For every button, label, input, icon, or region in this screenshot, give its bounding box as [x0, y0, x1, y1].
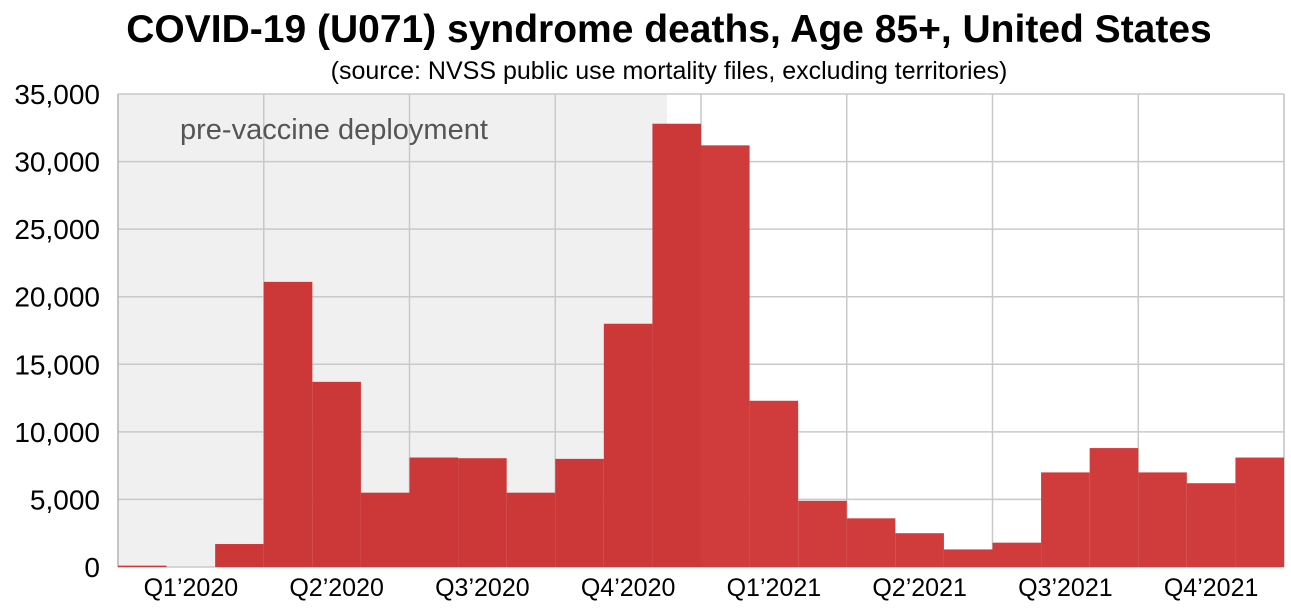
y-tick-label: 0 [84, 552, 100, 583]
x-tick-label: Q2’2021 [872, 574, 967, 602]
x-axis: Q1’2020 Q2’2020 Q3’2020 Q4’2020 Q1’2021 Q2’20… [144, 574, 1259, 602]
x-tick-label: Q3’2021 [1018, 574, 1113, 602]
bar-2020-07 [409, 457, 459, 567]
bar-2020-12 [652, 123, 701, 567]
bar-2021-10 [1138, 472, 1187, 567]
y-tick-label: 5,000 [30, 484, 100, 515]
bar-2021-11 [1186, 483, 1236, 567]
bar-2021-08 [1041, 472, 1090, 567]
bar-2021-09 [1089, 448, 1139, 567]
y-tick-label: 25,000 [14, 214, 100, 245]
bar-2021-12 [1235, 457, 1284, 567]
bar-2020-01 [118, 565, 167, 567]
bar-layer [118, 123, 1284, 567]
x-tick-label: Q4’2021 [1164, 574, 1259, 602]
bar-2020-08 [458, 458, 507, 567]
y-tick-label: 30,000 [14, 147, 100, 178]
x-tick-label: Q2’2020 [289, 574, 384, 602]
bar-2020-11 [603, 323, 653, 567]
y-tick-label: 10,000 [14, 417, 100, 448]
y-tick-label: 15,000 [14, 349, 100, 380]
bar-2020-10 [555, 458, 604, 567]
y-tick-label: 20,000 [14, 282, 100, 313]
x-tick-label: Q4’2020 [581, 574, 676, 602]
bar-2020-05 [312, 381, 361, 567]
bar-2021-06 [943, 549, 993, 567]
x-tick-label: Q1’2020 [144, 574, 239, 602]
bar-2021-02 [749, 400, 799, 567]
x-tick-label: Q3’2020 [435, 574, 530, 602]
y-tick-label: 35,000 [14, 79, 100, 110]
chart-subtitle: (source: NVSS public use mortality files… [331, 57, 1008, 85]
chart-title: COVID-19 (U071) syndrome deaths, Age 85+… [126, 8, 1211, 51]
bar-2020-03 [215, 544, 264, 567]
bar-2021-04 [846, 518, 896, 567]
y-axis: 0 5,000 10,000 15,000 20,000 25,000 30,000 35,0… [14, 79, 100, 583]
bar-2020-09 [506, 492, 556, 567]
pre-vaccine-annotation: pre-vaccine deployment [180, 114, 488, 146]
bar-2021-01 [701, 145, 750, 567]
x-tick-label: Q1’2021 [727, 574, 822, 602]
bar-2021-07 [992, 542, 1042, 567]
bar-2020-06 [360, 492, 410, 567]
bar-2021-03 [798, 500, 847, 567]
bar-2021-05 [895, 533, 944, 567]
bar-2020-04 [263, 281, 313, 567]
